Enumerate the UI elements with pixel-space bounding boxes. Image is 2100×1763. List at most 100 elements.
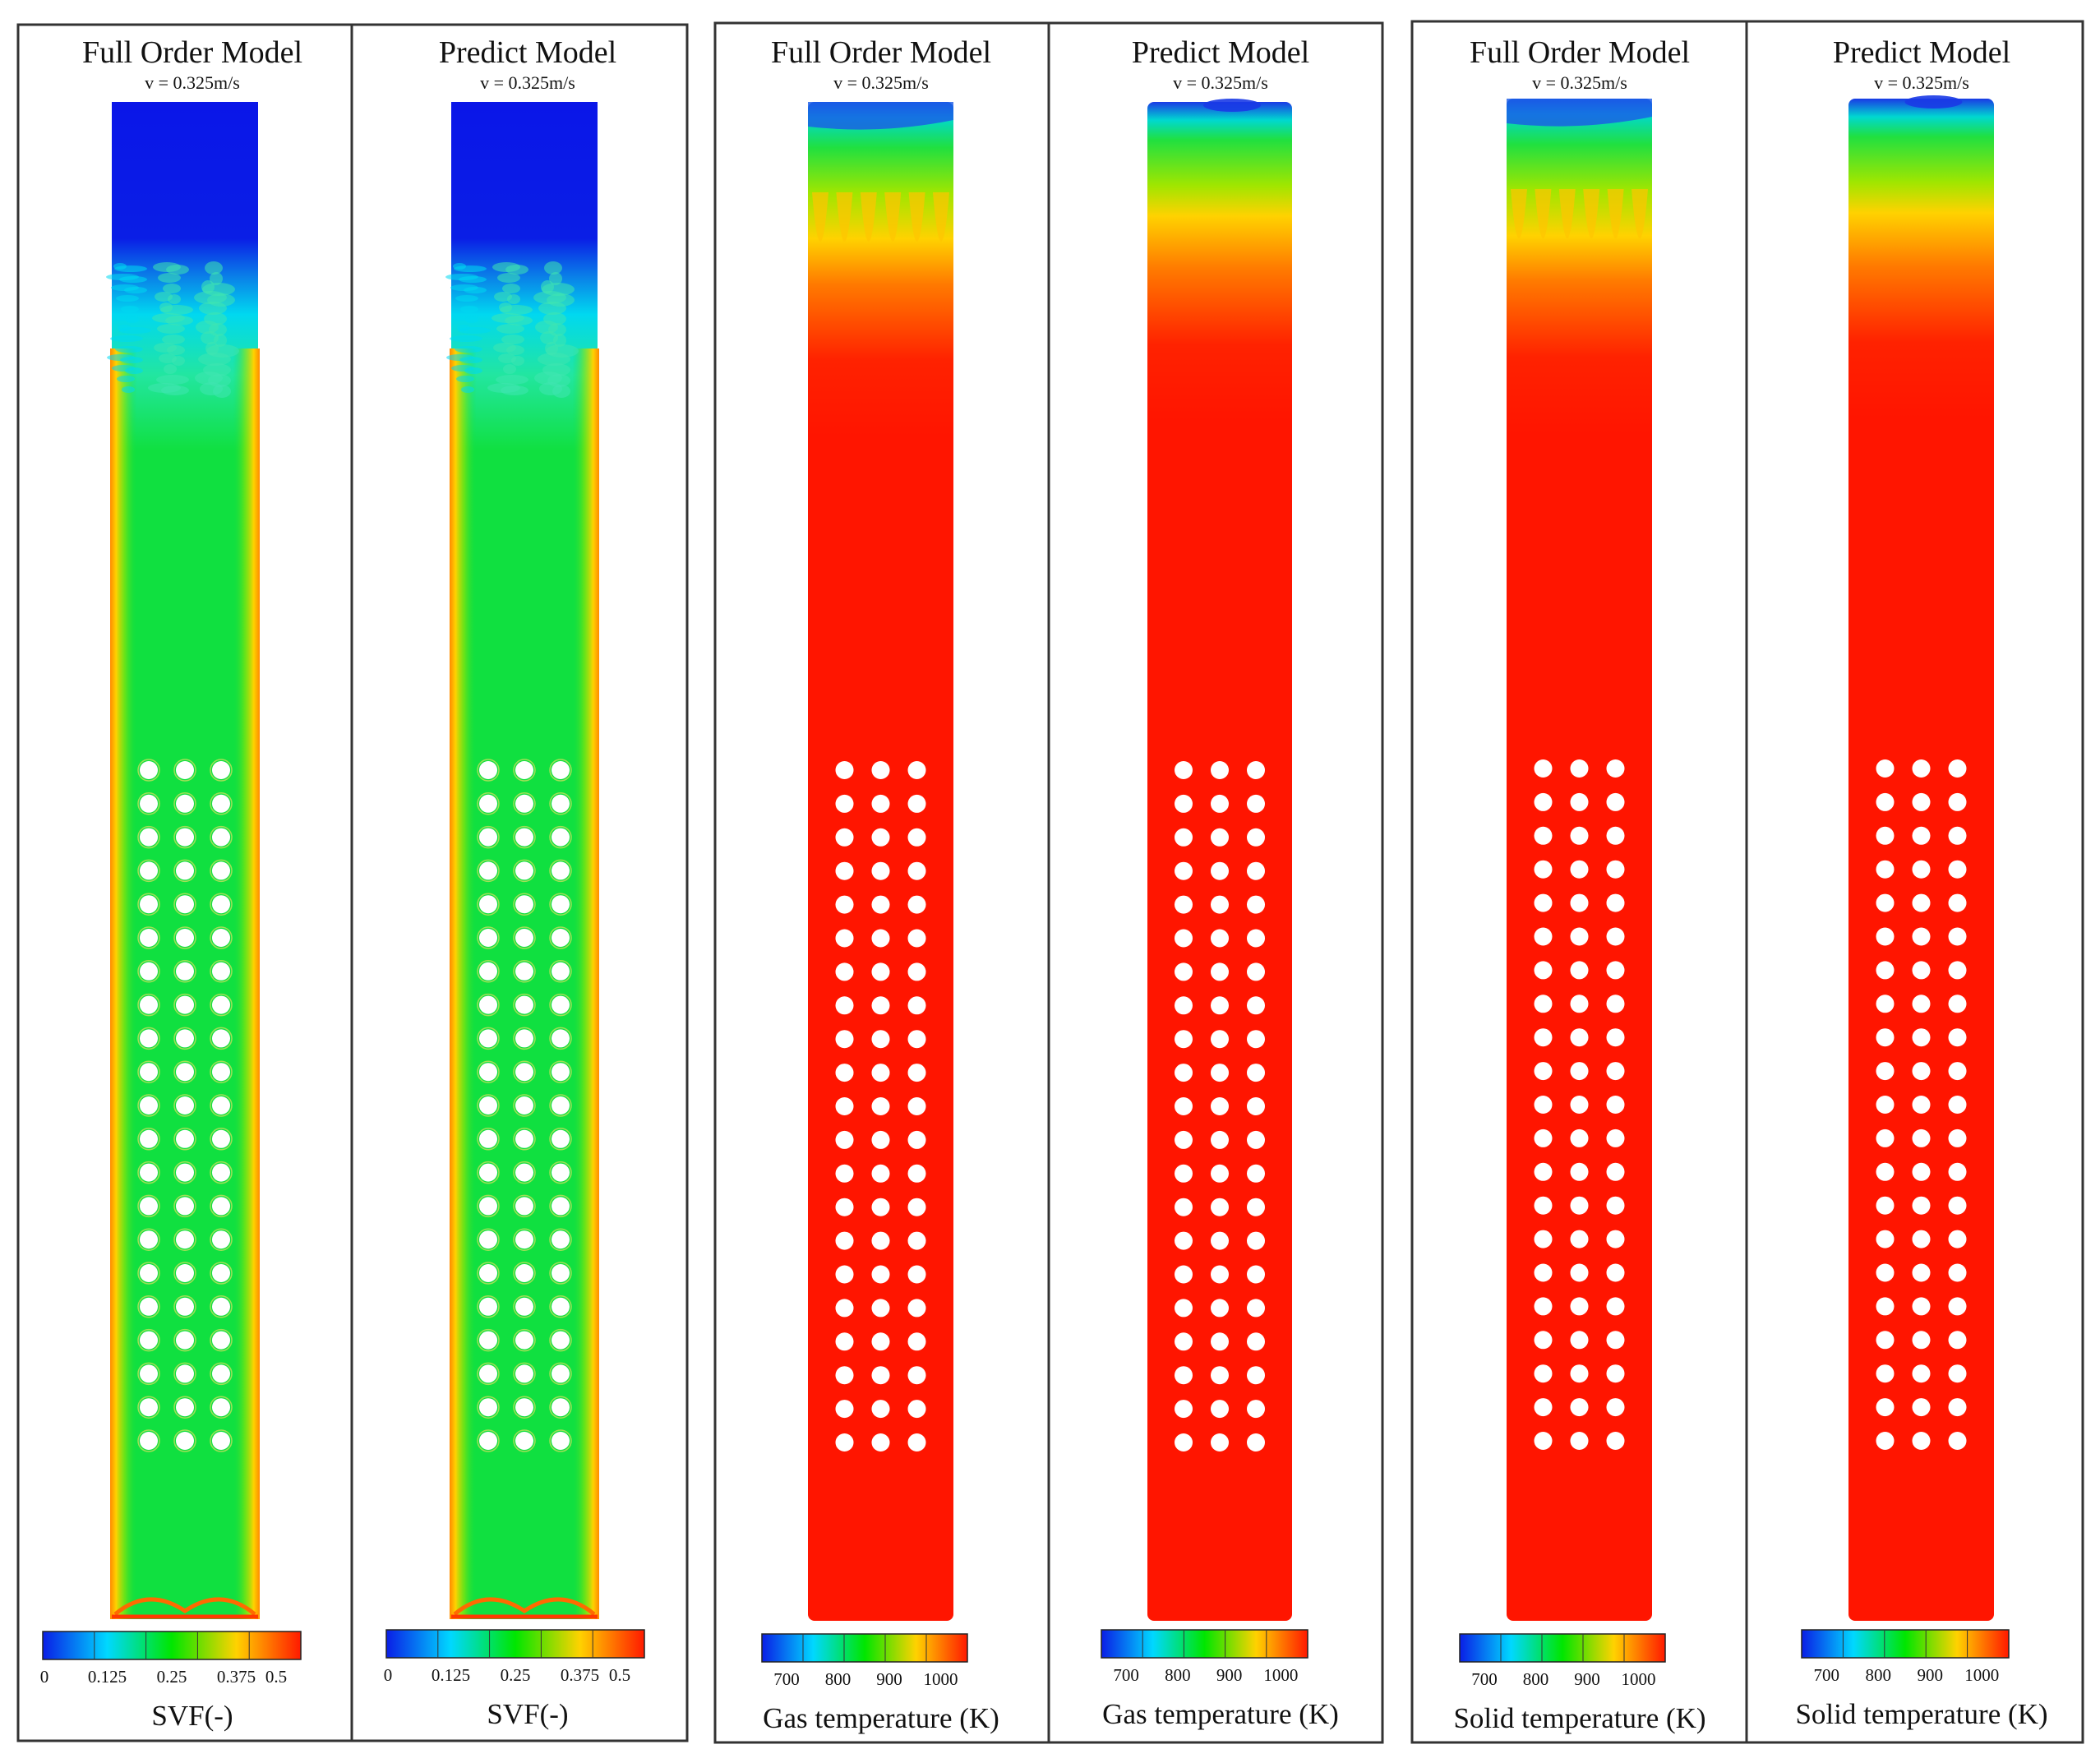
tube-hole — [1211, 1265, 1229, 1284]
colorbar-title: SVF(-) — [151, 1700, 233, 1732]
tube-hole — [1606, 1364, 1625, 1383]
tube-hole — [176, 995, 194, 1014]
tube-hole — [140, 1230, 158, 1249]
tube-hole — [1948, 860, 1967, 879]
tube-hole — [1534, 1230, 1553, 1248]
tube-hole — [479, 828, 497, 847]
tube-hole — [1912, 860, 1931, 879]
tube-hole — [479, 962, 497, 981]
tube-hole — [1606, 1096, 1625, 1114]
tube-hole — [1247, 996, 1265, 1015]
colorbar-tick-label: 0.25 — [157, 1667, 187, 1687]
tube-hole — [1247, 861, 1265, 880]
tube-hole — [907, 1097, 926, 1115]
colorbar — [761, 1633, 968, 1663]
tube-hole — [1211, 962, 1229, 981]
tube-hole — [1534, 1364, 1553, 1383]
tube-hole — [907, 1332, 926, 1351]
colorbar-tick-label: 900 — [1216, 1665, 1243, 1685]
tube-hole — [1876, 792, 1895, 811]
tube-hole — [1247, 828, 1265, 847]
tube-hole — [1534, 927, 1553, 946]
tube-hole — [1876, 1230, 1895, 1248]
tube-hole — [1247, 761, 1265, 779]
tube-hole — [1570, 927, 1589, 946]
tube-hole — [212, 1197, 230, 1216]
tube-hole — [1211, 1231, 1229, 1250]
tube-hole — [1912, 1062, 1931, 1081]
tube-hole — [907, 1164, 926, 1183]
tube-hole — [1948, 893, 1967, 912]
tube-hole — [1606, 1398, 1625, 1417]
tube-hole — [212, 1063, 230, 1082]
tube-hole — [1247, 1332, 1265, 1351]
tube-hole — [212, 1432, 230, 1450]
tube-hole — [1247, 1366, 1265, 1385]
tube-hole — [907, 1198, 926, 1216]
tube-hole — [1948, 995, 1967, 1013]
tube-hole — [907, 861, 926, 880]
tube-hole — [140, 1331, 158, 1350]
tube-hole — [907, 1433, 926, 1451]
tube-hole — [907, 761, 926, 779]
tube-hole — [871, 1332, 890, 1351]
tube-hole — [176, 794, 194, 813]
tube-hole — [1948, 1196, 1967, 1215]
tube-hole — [552, 895, 570, 914]
tube-hole — [552, 1163, 570, 1182]
tube-hole — [835, 1265, 854, 1284]
tube-hole — [176, 1129, 194, 1148]
tube-hole — [1948, 1162, 1967, 1181]
tube-hole — [1247, 1400, 1265, 1419]
tube-hole — [907, 1130, 926, 1149]
tube-hole — [1876, 995, 1895, 1013]
tube-hole — [479, 1096, 497, 1115]
colorbar-title: Solid temperature (K) — [1795, 1698, 2047, 1730]
tube-hole — [1570, 1230, 1589, 1248]
tube-hole — [1211, 761, 1229, 779]
tube-hole — [140, 1129, 158, 1148]
tube-hole — [1534, 1196, 1553, 1215]
tube-hole — [140, 1096, 158, 1115]
tube-hole — [479, 1264, 497, 1282]
colorbar-tick-label: 700 — [773, 1669, 800, 1689]
tube-hole — [1876, 1062, 1895, 1081]
tube-hole — [515, 895, 533, 914]
tube-hole — [176, 1264, 194, 1282]
tube-hole — [1606, 1432, 1625, 1450]
tube-hole — [1534, 1096, 1553, 1114]
tube-hole — [1606, 893, 1625, 912]
tube-hole — [1912, 1162, 1931, 1181]
tube-hole — [1948, 1028, 1967, 1047]
colorbar-gradient — [1459, 1633, 1666, 1663]
colorbar-tick-label: 900 — [876, 1669, 902, 1689]
tube-hole — [552, 995, 570, 1014]
tube-hole — [1247, 1433, 1265, 1451]
tube-hole — [1534, 1398, 1553, 1417]
tube-hole — [1948, 792, 1967, 811]
tube-hole — [552, 1197, 570, 1216]
tube-hole — [212, 995, 230, 1014]
tube-hole — [515, 1432, 533, 1450]
tube-hole — [1211, 1198, 1229, 1216]
tube-hole — [140, 794, 158, 813]
tube-hole — [1912, 1230, 1931, 1248]
tube-hole — [515, 1297, 533, 1316]
tube-hole — [1606, 1062, 1625, 1081]
tube-hole — [1175, 1198, 1193, 1216]
colorbar-tick-label: 1000 — [1622, 1669, 1656, 1689]
tube-hole — [1534, 860, 1553, 879]
tube-hole — [1876, 1263, 1895, 1282]
tube-hole — [835, 761, 854, 779]
tube-hole — [835, 1097, 854, 1115]
tube-hole — [1948, 927, 1967, 946]
colorbar-tick-label: 900 — [1574, 1669, 1600, 1689]
tube-hole — [552, 1264, 570, 1282]
tube-hole — [1876, 1432, 1895, 1450]
tube-hole — [176, 1331, 194, 1350]
tube-hole — [907, 1231, 926, 1250]
tube-hole — [552, 761, 570, 779]
tube-hole — [1912, 1364, 1931, 1383]
tube-hole — [1211, 929, 1229, 948]
